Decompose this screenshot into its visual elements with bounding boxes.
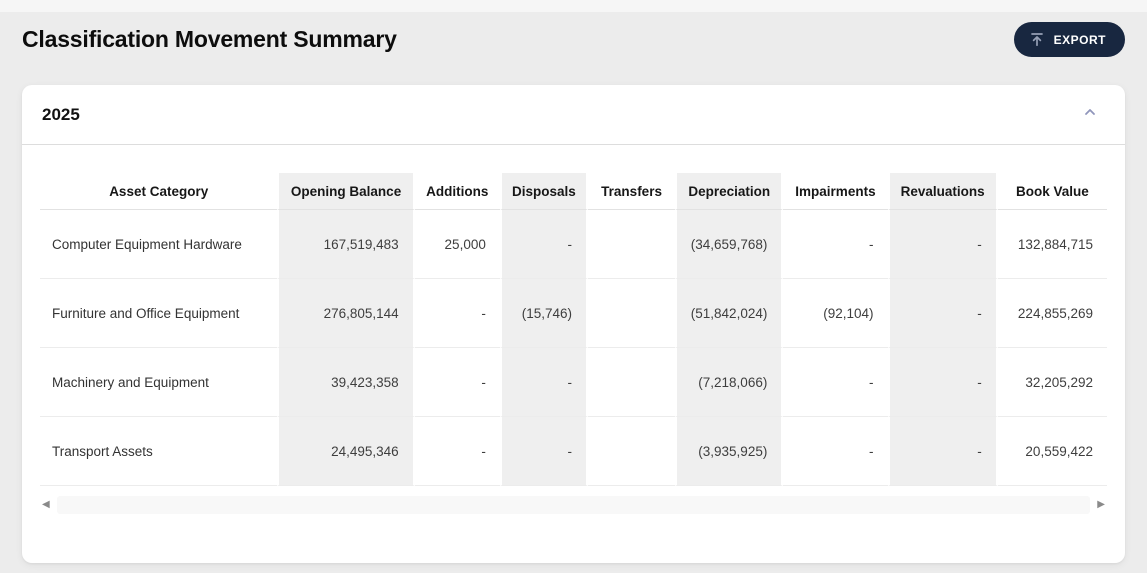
cell-book-value: 224,855,269 [997,279,1107,348]
cell-revaluations: - [887,348,998,417]
cell-asset-category: Furniture and Office Equipment [40,279,278,348]
cell-opening-balance: 276,805,144 [277,279,415,348]
cell-additions: - [414,279,500,348]
cell-book-value: 132,884,715 [997,210,1107,279]
cell-impairments: (92,104) [783,279,888,348]
table-row: Transport Assets 24,495,346- - (3,935,925) -… [40,417,1107,486]
cell-opening-balance: 39,423,358 [277,348,415,417]
cell-book-value: 20,559,422 [997,417,1107,486]
panel-divider [22,144,1125,145]
year-panel: 2025 Asset Category Opening Balance Additi… [22,85,1125,563]
cell-opening-balance: 24,495,346 [277,417,415,486]
cell-transfers [588,348,676,417]
cell-depreciation: (7,218,066) [675,348,784,417]
cell-additions: - [414,348,500,417]
cell-revaluations: - [887,279,998,348]
table-header-row: Asset Category Opening Balance Additions Di… [40,173,1107,210]
cell-additions: 25,000 [414,210,500,279]
cell-depreciation: (3,935,925) [675,417,784,486]
cell-asset-category: Computer Equipment Hardware [40,210,278,279]
table-row: Computer Equipment Hardware 167,519,483 25… [40,210,1107,279]
cell-transfers [588,417,676,486]
column-header-disposals: Disposals [499,173,588,210]
cell-disposals: - [499,210,588,279]
cell-asset-category: Transport Assets [40,417,278,486]
cell-transfers [588,279,676,348]
table-container: Asset Category Opening Balance Additions Di… [22,145,1125,486]
cell-impairments: - [783,417,888,486]
cell-depreciation: (51,842,024) [675,279,784,348]
cell-revaluations: - [887,210,998,279]
column-header-additions: Additions [414,173,500,210]
scroll-right-icon[interactable]: ▶ [1097,499,1105,510]
table-row: Machinery and Equipment 39,423,358- - (7,21… [40,348,1107,417]
cell-disposals: - [499,417,588,486]
column-header-transfers: Transfers [588,173,676,210]
page-header: Classification Movement Summary EXPORT [0,12,1147,85]
year-panel-header[interactable]: 2025 [22,85,1125,144]
column-header-depreciation: Depreciation [675,173,784,210]
export-button[interactable]: EXPORT [1013,22,1125,57]
cell-book-value: 32,205,292 [997,348,1107,417]
scroll-left-icon[interactable]: ◀ [42,499,50,510]
page-title: Classification Movement Summary [22,26,397,52]
cell-impairments: - [783,210,888,279]
movement-table: Asset Category Opening Balance Additions Di… [40,173,1107,486]
cell-depreciation: (34,659,768) [675,210,784,279]
table-row: Furniture and Office Equipment 276,805,14… [40,279,1107,348]
export-button-label: EXPORT [1053,32,1106,47]
scrollbar-track[interactable] [56,496,1091,514]
cell-additions: - [414,417,500,486]
column-header-revaluations: Revaluations [887,173,998,210]
year-label: 2025 [42,104,80,124]
cell-impairments: - [783,348,888,417]
column-header-book-value: Book Value [997,173,1107,210]
tray-arrow-up-icon [1029,32,1045,47]
cell-disposals: (15,746) [499,279,588,348]
cell-revaluations: - [887,417,998,486]
cell-transfers [588,210,676,279]
chevron-up-icon[interactable] [1082,104,1098,125]
horizontal-scrollbar[interactable]: ◀ ▶ [40,493,1107,517]
cell-opening-balance: 167,519,483 [277,210,415,279]
column-header-asset-category: Asset Category [40,173,278,210]
cell-asset-category: Machinery and Equipment [40,348,278,417]
cell-disposals: - [499,348,588,417]
column-header-impairments: Impairments [783,173,888,210]
top-strip [0,0,1147,12]
column-header-opening-balance: Opening Balance [277,173,415,210]
